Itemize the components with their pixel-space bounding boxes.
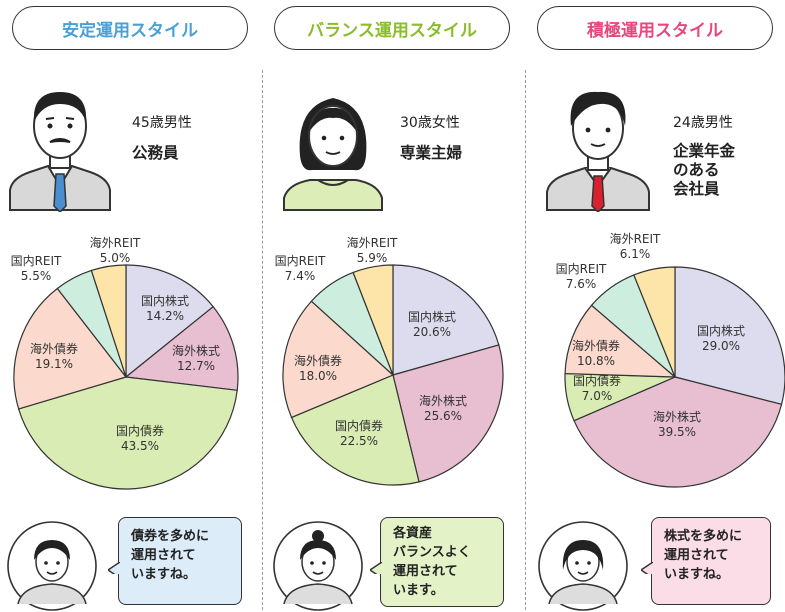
pie-slice-foreign-stock [573,376,783,488]
slice-value-label: 19.1% [35,357,73,371]
title-pill: バランス運用スタイル [274,6,510,50]
bubble-line: 株式を多めに [664,529,743,544]
woman-advisor-icon [538,521,628,611]
slice-value-label: 43.5% [121,439,159,453]
slice-name-label: 国内REIT [275,254,326,268]
pie-slice-foreign-bond [13,287,128,410]
pie-slice-foreign-reit [633,266,676,378]
bubble-line: います。 [393,583,444,598]
pie-slice-foreign-bond [282,300,395,419]
woman-advisor-icon [7,521,97,611]
slice-name-label: 海外REIT [610,231,661,246]
column-divider [262,70,263,610]
bubble-line: いますね。 [131,567,197,582]
occupation-line: 公務員 [132,144,179,162]
bubble-tail [370,562,382,574]
slice-name-label: 国内株式 [408,309,456,324]
column-balance: バランス運用スタイル 30歳女性 専業主婦 国内株式 20.6% 海外株式 25.6%… [262,0,524,612]
occupation-label: 公務員 [132,144,179,163]
pie-slice-domestic-stock [125,264,215,379]
slice-value-label: 20.6% [413,325,451,339]
slice-value-label: 12.7% [177,359,215,373]
bubble-line: いますね。 [664,567,730,582]
slice-name-label: 海外REIT [90,235,141,250]
pie-slice-domestic-bond [17,376,238,490]
man-tie-mustache-icon [9,92,111,212]
pie-slice-foreign-reit [352,264,394,376]
slice-name-label: 国内株式 [141,293,189,308]
bubble-line: 運用されて [131,548,196,563]
slice-value-label: 25.6% [424,409,462,423]
age-label: 24歳男性 [673,115,733,131]
bubble-tail [641,562,653,574]
bubble-line: 債券を多めに [131,529,210,544]
slice-name-label: 海外株式 [653,409,701,424]
slice-name-label: 国内債券 [335,418,383,433]
occupation-line: 専業主婦 [400,144,463,162]
slice-value-label: 7.0% [582,389,613,403]
pie-slice-foreign-stock [392,344,504,483]
occupation-label: 専業主婦 [400,144,462,163]
bubble-tail [108,562,120,574]
title-pill: 積極運用スタイル [537,6,773,50]
column-divider [525,70,526,610]
bubble-line: 運用されて [393,564,458,579]
occupation-line: 会社員 [673,180,720,198]
slice-name-label: 国内債券 [116,423,164,438]
slice-value-label: 14.2% [146,309,184,323]
slice-value-label: 10.8% [577,354,615,368]
slice-name-label: 海外債券 [572,338,620,353]
slice-value-label: 5.9% [357,251,388,265]
slice-value-label: 22.5% [340,434,378,448]
occupation-line: のある [673,161,720,179]
slice-name-label: 海外債券 [30,341,78,356]
slice-value-label: 29.0% [702,339,740,353]
pie-slice-foreign-reit [90,264,127,378]
slice-value-label: 5.0% [100,251,131,265]
slice-value-label: 18.0% [299,369,337,383]
column-aggressive: 積極運用スタイル 24歳男性 企業年金 のある 会社員 国内株式 29.0% 海外株… [525,0,785,612]
title-pill: 安定運用スタイル [12,6,248,50]
slice-name-label: 海外株式 [419,393,467,408]
speech-bubble: 各資産 バランスよく 運用されて います。 [380,517,504,607]
woman-advisor-icon [273,521,363,611]
pie-slice-foreign-bond [564,304,677,378]
slice-name-label: 国内REIT [556,262,607,276]
age-label: 45歳男性 [132,115,192,131]
column-stable: 安定運用スタイル 45歳男性 公務員 国内株式 14.2% 海外株式 12.7% 国内債… [0,0,262,612]
occupation-line: 企業年金 [673,142,736,160]
speech-bubble: 株式を多めに 運用されて いますね。 [651,517,771,605]
occupation-label: 企業年金 のある 会社員 [673,142,735,199]
slice-value-label: 39.5% [658,425,696,439]
bubble-line: 運用されて [664,548,729,563]
slice-name-label: 国内債券 [573,373,621,388]
woman-icon [283,98,383,211]
bubble-line: バランスよく [393,545,471,560]
slice-value-label: 7.4% [285,269,316,283]
slice-name-label: 海外株式 [172,343,220,358]
pie-slice-domestic-stock [392,264,500,376]
slice-name-label: 海外REIT [347,235,398,250]
slice-name-label: 国内REIT [11,254,62,268]
slice-value-label: 5.5% [21,269,52,283]
slice-name-label: 海外債券 [294,353,342,368]
pie-slice-domestic-bond [290,374,420,486]
speech-bubble: 債券を多めに 運用されて いますね。 [118,517,242,605]
slice-value-label: 6.1% [620,247,651,261]
slice-name-label: 国内株式 [697,323,745,338]
pie-slice-foreign-stock [124,305,239,392]
slice-value-label: 7.6% [566,277,597,291]
age-label: 30歳女性 [400,115,460,131]
bubble-line: 各資産 [393,526,433,541]
young-man-red-tie-icon [546,91,650,212]
